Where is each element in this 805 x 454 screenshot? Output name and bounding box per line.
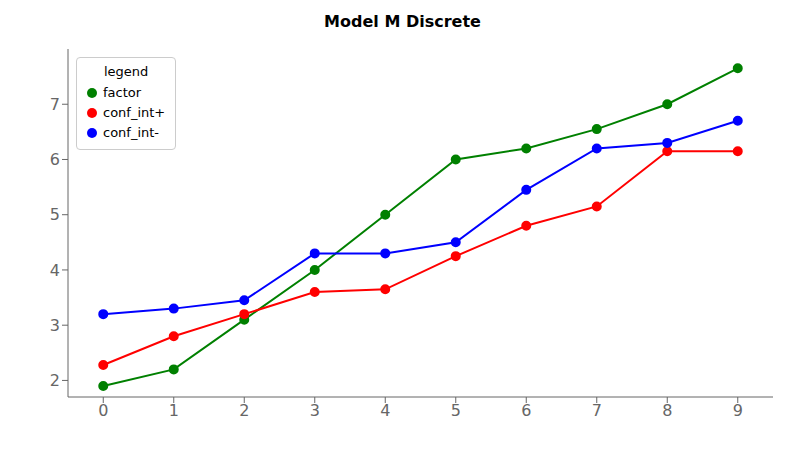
html-text:Model M Discrete: Model M Discrete <box>324 12 481 31</box>
html-text:factor: factor <box>103 85 142 100</box>
svg-text:1: 1 <box>169 401 179 420</box>
html-text:legend: legend <box>104 64 149 79</box>
svg-text:4: 4 <box>380 401 390 420</box>
svg-text:7: 7 <box>50 95 60 114</box>
svg-text:2: 2 <box>50 371 60 390</box>
svg-text:2: 2 <box>239 401 249 420</box>
svg-text:8: 8 <box>662 401 672 420</box>
svg-text:6: 6 <box>50 150 60 169</box>
svg-text:9: 9 <box>733 401 743 420</box>
svg-text:7: 7 <box>592 401 602 420</box>
html-text:conf_int+: conf_int+ <box>103 105 166 120</box>
svg-text:3: 3 <box>310 401 320 420</box>
svg-text:4: 4 <box>50 261 60 280</box>
svg-text:5: 5 <box>451 401 461 420</box>
svg-text:0: 0 <box>98 401 108 420</box>
html-text:conf_int-: conf_int- <box>103 125 160 140</box>
svg-text:3: 3 <box>50 316 60 335</box>
svg-text:5: 5 <box>50 205 60 224</box>
svg-text:6: 6 <box>521 401 531 420</box>
